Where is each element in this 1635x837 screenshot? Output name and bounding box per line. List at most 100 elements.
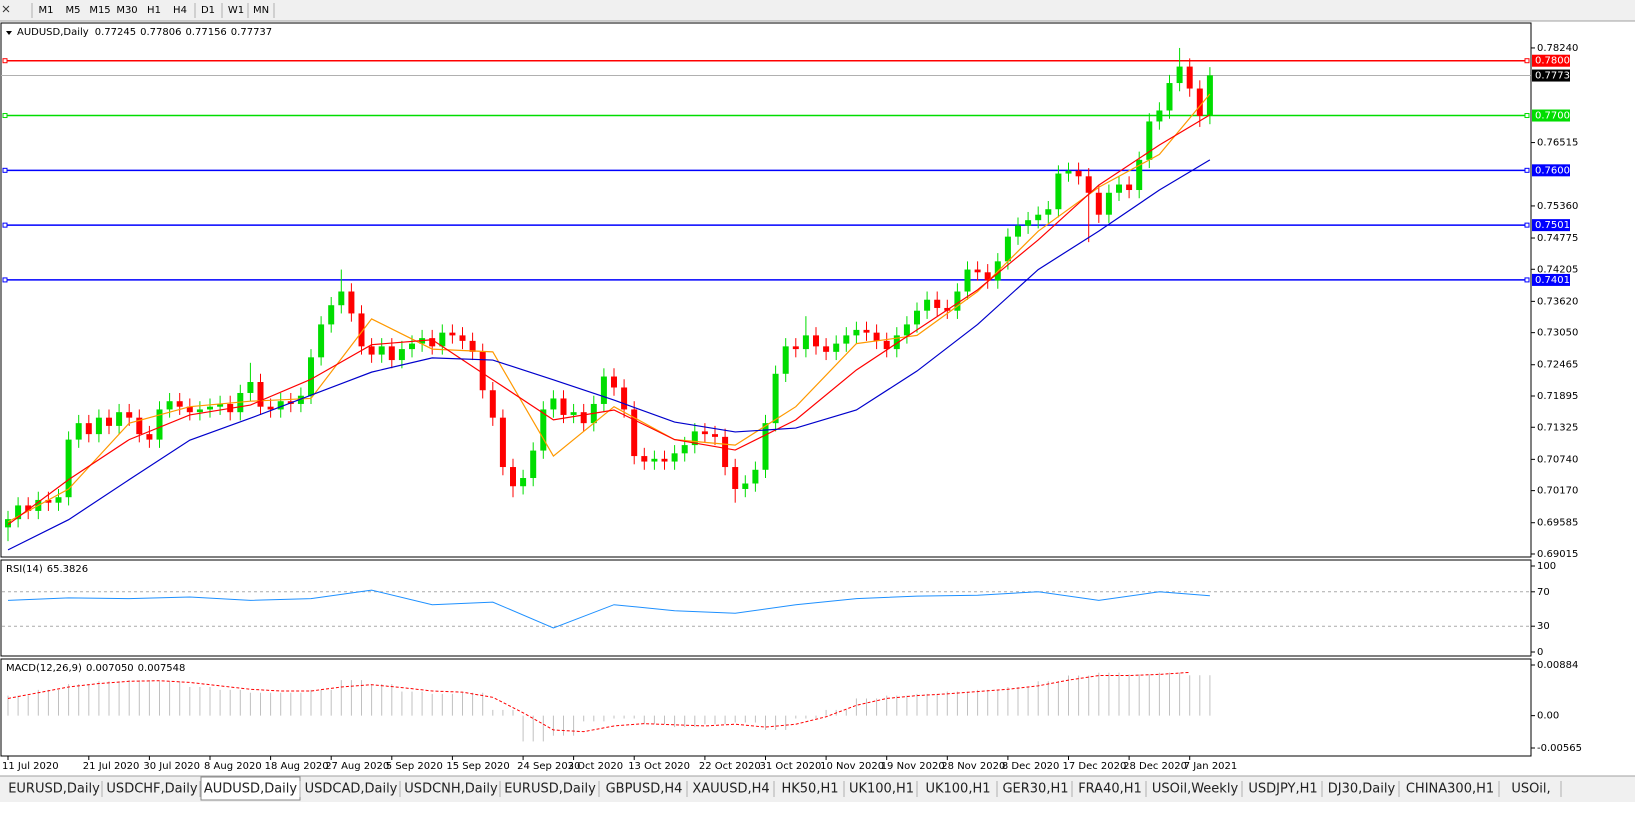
level-box — [1532, 109, 1570, 122]
level-handle — [2, 277, 8, 283]
candle-body — [247, 382, 254, 393]
menu-triangle[interactable] — [6, 31, 12, 35]
x-tick-label: 18 Aug 2020 — [265, 761, 329, 772]
tab-label[interactable]: USDCAD,Daily — [305, 782, 398, 797]
tab[interactable] — [104, 779, 200, 799]
tab-label[interactable]: UK100,H1 — [925, 782, 990, 797]
tab[interactable] — [776, 779, 844, 799]
rsi-line — [7, 589, 1210, 629]
candle-body — [934, 299, 941, 308]
macd-header: MACD(12,26,9) 0.007050 0.007548 — [6, 663, 185, 674]
tab[interactable] — [1074, 779, 1146, 799]
candle-body — [75, 423, 82, 440]
tab-label[interactable]: FRA40,H1 — [1078, 782, 1142, 797]
tab[interactable] — [846, 779, 917, 799]
candle-body — [5, 519, 11, 528]
x-tick-label: 13 Oct 2020 — [628, 761, 690, 772]
tab[interactable] — [1501, 779, 1561, 799]
rsi-header-part: RSI(14) — [6, 564, 43, 575]
x-tick-label: 28 Nov 2020 — [941, 761, 1005, 772]
candle-body — [1065, 170, 1072, 174]
tab-label[interactable]: CHINA300,H1 — [1406, 782, 1494, 797]
candle-body — [833, 343, 840, 352]
tab[interactable] — [1324, 779, 1399, 799]
x-tick-label: 24 Sep 2020 — [517, 761, 580, 772]
cursor-icon[interactable] — [2, 5, 10, 13]
y-tick-label: 0.76515 — [1537, 138, 1578, 149]
timeframe-button[interactable]: H1 — [147, 5, 161, 16]
tab[interactable] — [501, 779, 599, 799]
tab-label[interactable]: USDJPY,H1 — [1248, 782, 1317, 797]
chart-header: AUDUSD,Daily 0.77245 0.77806 0.77156 0.77737 — [17, 27, 272, 38]
candle-body — [479, 351, 486, 391]
y-tick-label: 0.72465 — [1537, 360, 1578, 371]
tab-label[interactable]: GBPUSD,H4 — [606, 782, 683, 797]
y-tick-label: 0.70740 — [1537, 454, 1578, 465]
candle-body — [954, 291, 961, 311]
timeframe-button[interactable]: MN — [253, 5, 269, 16]
candle-body — [429, 338, 436, 347]
candle-body — [156, 409, 163, 440]
tab[interactable] — [688, 779, 774, 799]
timeframe-button[interactable]: M30 — [116, 5, 137, 16]
candle-body — [257, 382, 264, 407]
candle-body — [792, 346, 799, 350]
tab[interactable] — [999, 779, 1072, 799]
tab-label[interactable]: USDCHF,Daily — [106, 782, 197, 797]
tab-label[interactable]: USOil,Weekly — [1152, 782, 1239, 797]
tab[interactable] — [919, 779, 997, 799]
tab-label[interactable]: UK100,H1 — [849, 782, 914, 797]
timeframe-button[interactable]: M1 — [39, 5, 54, 16]
level-handle — [1524, 113, 1530, 119]
tab[interactable] — [1244, 779, 1322, 799]
candle-body — [742, 483, 749, 489]
level-handle — [1524, 277, 1530, 283]
tab[interactable] — [302, 779, 400, 799]
candle-body — [520, 478, 527, 487]
candle-body — [388, 346, 395, 361]
tab-label[interactable]: USOil, — [1511, 782, 1550, 797]
candle-body — [398, 349, 405, 361]
timeframe-button[interactable]: M15 — [89, 5, 110, 16]
candle-body — [1126, 184, 1133, 191]
candle-body — [297, 395, 304, 404]
tab-label[interactable]: XAUUSD,H4 — [692, 782, 769, 797]
candle-body — [813, 335, 819, 347]
level-handle — [2, 167, 8, 173]
candle-body — [1085, 176, 1092, 193]
tab-label[interactable]: EURUSD,Daily — [504, 782, 596, 797]
candle-body — [631, 409, 638, 457]
tab-label[interactable]: AUDUSD,Daily — [204, 782, 298, 797]
tab[interactable] — [6, 779, 102, 799]
y-tick-label: 0.00 — [1537, 711, 1559, 722]
macd-header-part: 0.007050 — [86, 663, 134, 674]
timeframe-button[interactable]: M5 — [66, 5, 81, 16]
candle-body — [1206, 75, 1213, 116]
tab-label[interactable]: HK50,H1 — [781, 782, 838, 797]
level-handle — [1524, 58, 1530, 64]
moving-average — [7, 159, 1211, 551]
y-tick-label: 0.71325 — [1537, 422, 1578, 433]
level-box — [1532, 219, 1570, 232]
symbol: AUDUSD,Daily — [17, 27, 89, 38]
tab[interactable] — [1401, 779, 1499, 799]
tab[interactable] — [601, 779, 687, 799]
candle-body — [671, 453, 678, 462]
candle-body — [762, 423, 769, 470]
tab-label[interactable]: GER30,H1 — [1002, 782, 1068, 797]
timeframe-button[interactable]: H4 — [173, 5, 187, 16]
candle-body — [207, 406, 213, 410]
candle-body — [318, 324, 325, 358]
tab-label[interactable]: EURUSD,Daily — [8, 782, 100, 797]
candle-body — [550, 398, 557, 410]
timeframe-button[interactable]: D1 — [201, 5, 215, 16]
y-tick-label: 0.71895 — [1537, 391, 1578, 402]
x-tick-label: 7 Jan 2021 — [1184, 761, 1238, 772]
tab-label[interactable]: USDCNH,Daily — [404, 782, 498, 797]
tab[interactable] — [402, 779, 500, 799]
tab-label[interactable]: DJ30,Daily — [1328, 782, 1396, 797]
level-label: 0.74011 — [1535, 275, 1576, 286]
tab[interactable] — [1148, 779, 1242, 799]
timeframe-button[interactable]: W1 — [228, 5, 244, 16]
candle-body — [782, 346, 789, 374]
